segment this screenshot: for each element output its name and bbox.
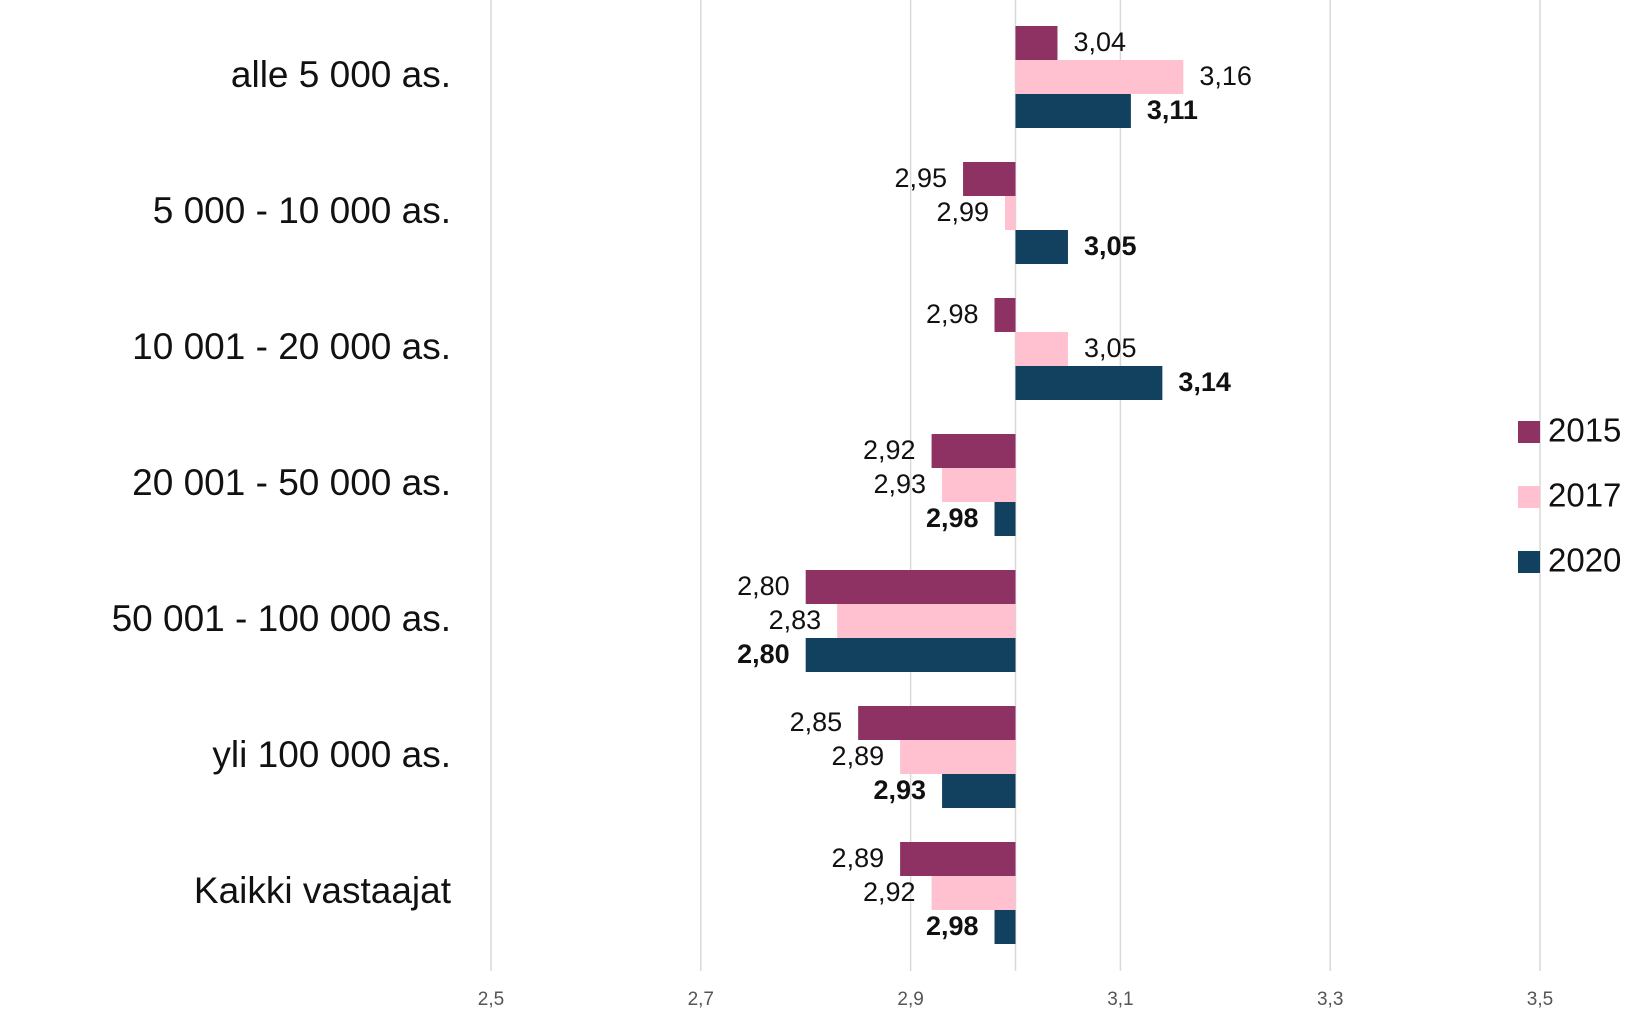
bar (963, 162, 1016, 196)
data-label: 2,92 (863, 877, 916, 907)
data-label: 3,05 (1084, 231, 1137, 261)
bar (1015, 60, 1184, 94)
bar (900, 740, 1016, 774)
bar (1015, 366, 1163, 400)
bar (994, 910, 1016, 944)
bar (994, 502, 1016, 536)
bar (931, 434, 1016, 468)
data-label: 2,85 (790, 707, 843, 737)
x-tick-label: 2,7 (688, 989, 714, 1010)
bar (858, 706, 1016, 740)
category-label: yli 100 000 as. (212, 734, 451, 775)
x-tick-label: 3,5 (1527, 989, 1553, 1010)
bar (900, 842, 1016, 876)
x-tick-label: 3,1 (1107, 989, 1133, 1010)
bar (942, 468, 1016, 502)
data-label: 2,92 (863, 435, 916, 465)
bar (994, 298, 1016, 332)
legend-swatch (1518, 421, 1540, 443)
bar (1005, 196, 1016, 230)
x-tick-label: 2,5 (478, 989, 504, 1010)
legend-label: 2017 (1548, 477, 1621, 514)
data-label: 2,99 (936, 197, 989, 227)
bar (1015, 94, 1131, 128)
data-label: 2,80 (737, 571, 790, 601)
bar (1015, 26, 1058, 60)
data-label: 2,89 (832, 843, 885, 873)
data-label: 3,14 (1178, 367, 1231, 397)
bar (805, 638, 1016, 672)
data-label: 3,16 (1199, 61, 1252, 91)
data-label: 2,98 (926, 911, 979, 941)
data-label: 3,11 (1147, 95, 1198, 125)
data-label: 2,93 (874, 775, 927, 805)
category-label: 10 001 - 20 000 as. (132, 326, 451, 367)
category-label: alle 5 000 as. (231, 54, 451, 95)
legend-label: 2015 (1548, 412, 1621, 449)
category-label: 5 000 - 10 000 as. (153, 190, 451, 231)
data-label: 2,98 (926, 503, 979, 533)
bar (1015, 230, 1068, 264)
data-label: 3,05 (1084, 333, 1137, 363)
data-label: 3,04 (1073, 27, 1126, 57)
bar (805, 570, 1016, 604)
category-label: Kaikki vastaajat (194, 870, 452, 911)
category-label: 20 001 - 50 000 as. (132, 462, 451, 503)
category-label: 50 001 - 100 000 as. (112, 598, 451, 639)
bar (837, 604, 1016, 638)
bar (931, 876, 1016, 910)
data-label: 2,95 (894, 163, 947, 193)
bar (1015, 332, 1068, 366)
x-tick-label: 2,9 (897, 989, 923, 1010)
legend-swatch (1518, 486, 1540, 508)
data-label: 2,98 (926, 299, 979, 329)
data-label: 2,80 (737, 639, 790, 669)
legend-swatch (1518, 551, 1540, 573)
bar (942, 774, 1016, 808)
x-tick-label: 3,3 (1317, 989, 1343, 1010)
data-label: 2,83 (769, 605, 822, 635)
data-label: 2,93 (874, 469, 927, 499)
legend-label: 2020 (1548, 542, 1621, 579)
data-label: 2,89 (832, 741, 885, 771)
